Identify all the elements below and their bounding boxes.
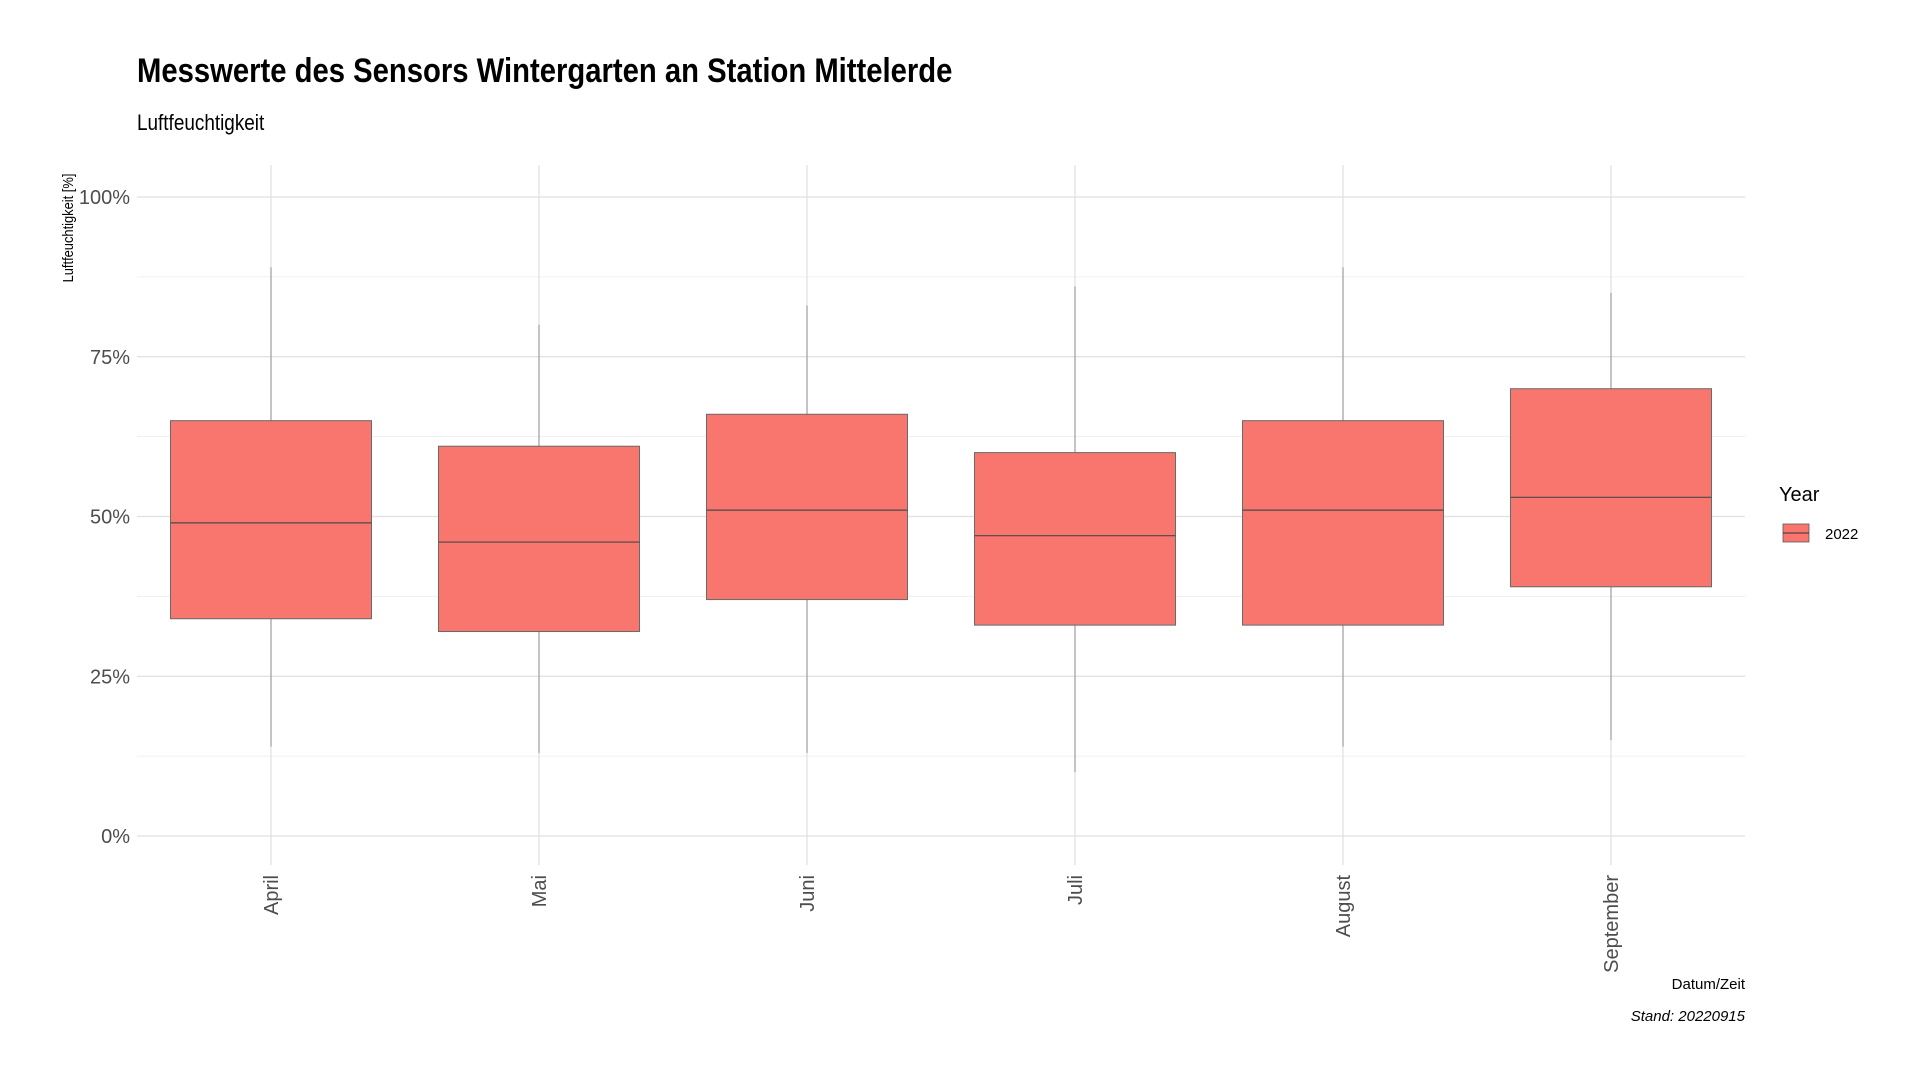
x-tick-label: Mai [529, 875, 551, 907]
chart-subtitle: Luftfeuchtigkeit [137, 110, 265, 135]
box-juli [974, 452, 1176, 626]
y-tick-labels: 0% 25% 50% 75% 100% [79, 187, 130, 848]
whiskers [270, 267, 1612, 773]
y-tick-label: 100% [79, 187, 130, 209]
x-tick-labels: April Mai Juni Juli August September [261, 875, 1623, 973]
box-juni [706, 413, 908, 601]
chart-title: Messwerte des Sensors Wintergarten an St… [137, 52, 953, 90]
x-tick-label: Juni [797, 875, 819, 912]
legend-title: Year [1779, 484, 1820, 506]
x-axis-title: Datum/Zeit [1672, 976, 1746, 993]
box-april [170, 420, 372, 620]
caption: Stand: 20220915 [1631, 1008, 1746, 1025]
boxes [170, 388, 1712, 633]
legend: Year 2022 [1779, 484, 1858, 543]
x-tick-label: August [1333, 875, 1355, 938]
x-tick-label: April [261, 875, 283, 915]
y-tick-label: 0% [101, 826, 130, 848]
legend-label-2022: 2022 [1825, 526, 1858, 543]
y-tick-label: 25% [90, 666, 130, 688]
y-tick-label: 75% [90, 347, 130, 369]
box-august [1242, 420, 1444, 626]
x-tick-label: Juli [1065, 875, 1087, 905]
grid-lines [137, 165, 1745, 865]
y-tick-label: 50% [90, 507, 130, 529]
x-tick-label: September [1601, 875, 1623, 973]
y-axis-title: Luftfeuchtigkeit [%] [59, 174, 76, 283]
box-mai [438, 445, 640, 633]
box-september [1510, 388, 1712, 588]
